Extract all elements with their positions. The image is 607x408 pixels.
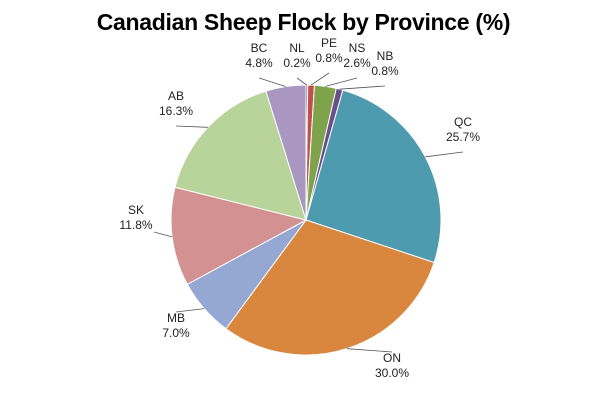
slice-label-name-ab: AB [168,89,184,103]
pie-slices [170,84,442,356]
slice-on [225,219,435,356]
leader-line-sk [153,231,173,238]
slice-label-value-mb: 7.0% [162,326,190,340]
slice-label-name-pe: PE [321,36,337,50]
slice-label-value-nl: 0.2% [283,56,311,70]
leader-lines [153,72,464,353]
leader-line-ns [325,77,358,87]
slice-sk [170,186,308,285]
leader-line-nl [296,77,308,86]
slice-bc [265,84,307,221]
leader-line-pe [310,72,330,86]
slice-label-value-nb: 0.8% [371,64,399,78]
slice-label-name-sk: SK [128,203,144,217]
slice-label-name-qc: QC [454,115,472,129]
leader-line-on [346,348,393,353]
slice-label-value-ns: 2.6% [343,56,371,70]
slice-qc [305,89,442,264]
slice-label-name-ns: NS [349,41,366,55]
slice-ab [174,90,307,221]
slice-label-value-ab: 16.3% [159,104,193,118]
slice-labels: NL0.2%PE0.8%NS2.6% NB0.8%QC25.7%ON30.0%MB… [119,36,480,380]
slice-label-name-nl: NL [289,41,305,55]
leader-line-nb [339,85,386,90]
leader-line-bc [258,77,286,87]
leader-line-ab [175,125,208,128]
slice-label-name-mb: MB [167,311,185,325]
leader-line-qc [425,151,464,158]
slice-label-name-bc: BC [251,41,268,55]
slice-label-name-on: ON [383,351,401,365]
slice-label-value-bc: 4.8% [245,56,273,70]
slice-label-value-qc: 25.7% [446,130,480,144]
slice-label-value-pe: 0.8% [315,51,343,65]
slice-label-name-nb: NB [377,49,394,63]
leader-line-mb [175,308,205,313]
chart-title: Canadian Sheep Flock by Province (%) [96,9,511,35]
slice-label-value-sk: 11.8% [119,218,152,232]
slice-label-value-on: 30.0% [375,366,409,380]
